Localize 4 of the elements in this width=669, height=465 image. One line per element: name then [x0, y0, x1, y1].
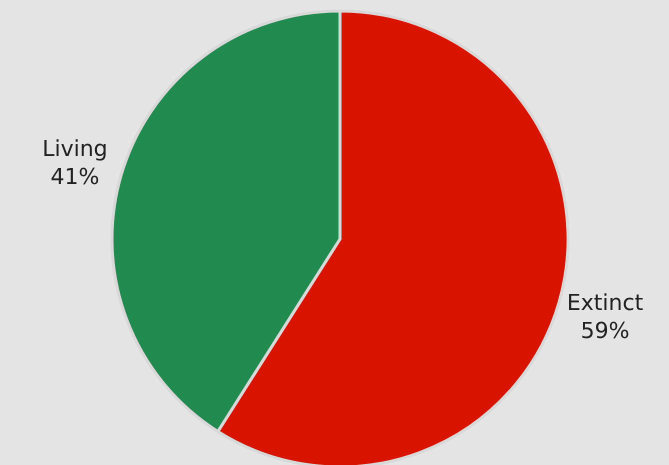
data-label: 41% [50, 165, 100, 190]
data-label: 59% [580, 319, 630, 344]
slice-label: Extinct [566, 291, 644, 316]
slice-label: Living [42, 137, 108, 162]
